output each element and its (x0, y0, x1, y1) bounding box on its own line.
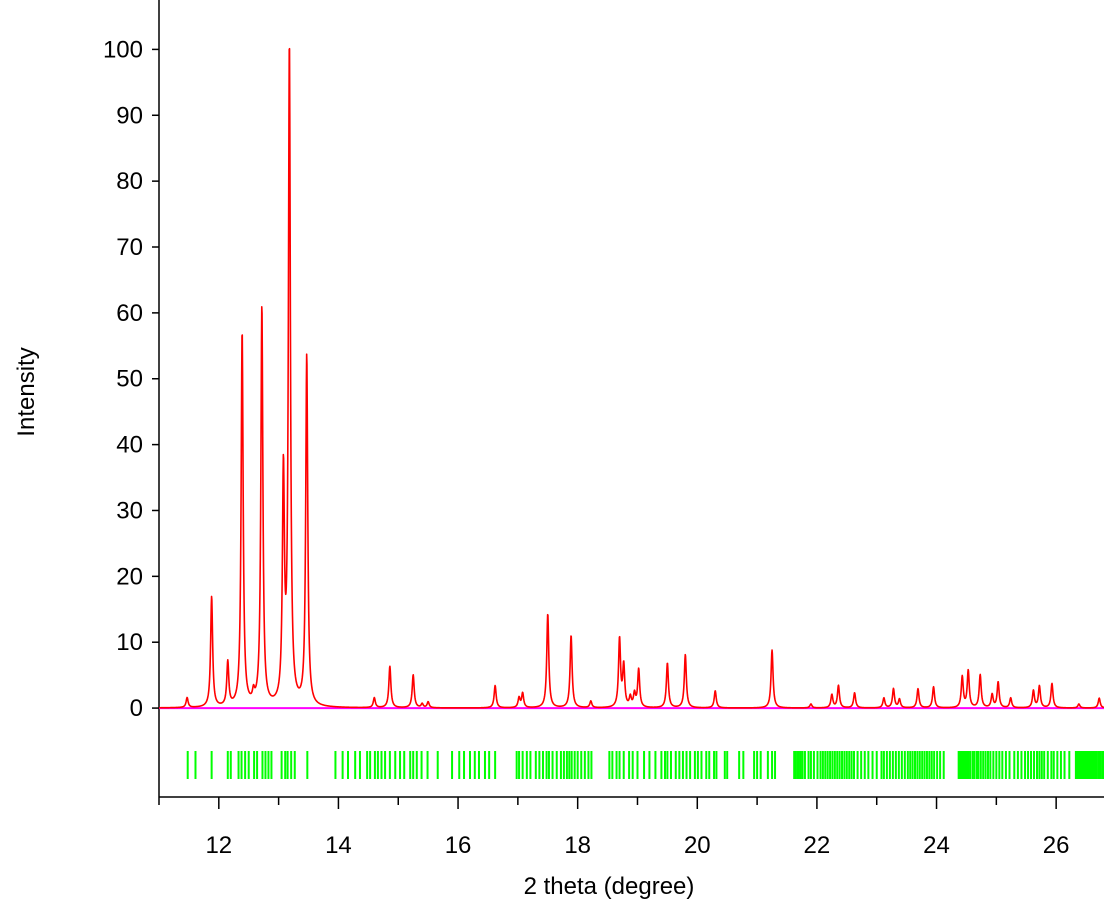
x-tick-label: 26 (1043, 832, 1070, 859)
y-tick-label: 50 (116, 366, 143, 393)
diffraction-profile-series (158, 47, 1104, 709)
x-axis-title: 2 theta (degree) (524, 873, 695, 900)
y-tick-label: 60 (116, 300, 143, 327)
y-tick-label: 10 (116, 629, 143, 656)
x-tick-label: 16 (445, 832, 472, 859)
y-axis-title: Intensity (13, 347, 40, 436)
x-tick-labels: 12 14 16 18 20 22 24 26 (205, 832, 1069, 859)
y-tick-label: 90 (116, 102, 143, 129)
x-tick-label: 22 (804, 832, 831, 859)
x-tick-label: 12 (205, 832, 232, 859)
x-tick-label: 18 (564, 832, 591, 859)
x-tick-label: 14 (325, 832, 352, 859)
y-tick-label: 100 (103, 36, 143, 63)
y-tick-label: 0 (130, 695, 143, 722)
x-tick-label: 24 (923, 832, 950, 859)
x-tick-label: 20 (684, 832, 711, 859)
y-ticks (152, 48, 159, 709)
y-tick-label: 70 (116, 234, 143, 261)
y-tick-label: 40 (116, 432, 143, 459)
y-tick-labels: 0 10 20 30 40 50 60 70 80 90 100 (103, 36, 143, 722)
y-tick-label: 20 (116, 563, 143, 590)
y-tick-label: 30 (116, 497, 143, 524)
y-tick-label: 80 (116, 168, 143, 195)
x-ticks (158, 797, 1057, 809)
reflection-markers (186, 751, 1104, 779)
